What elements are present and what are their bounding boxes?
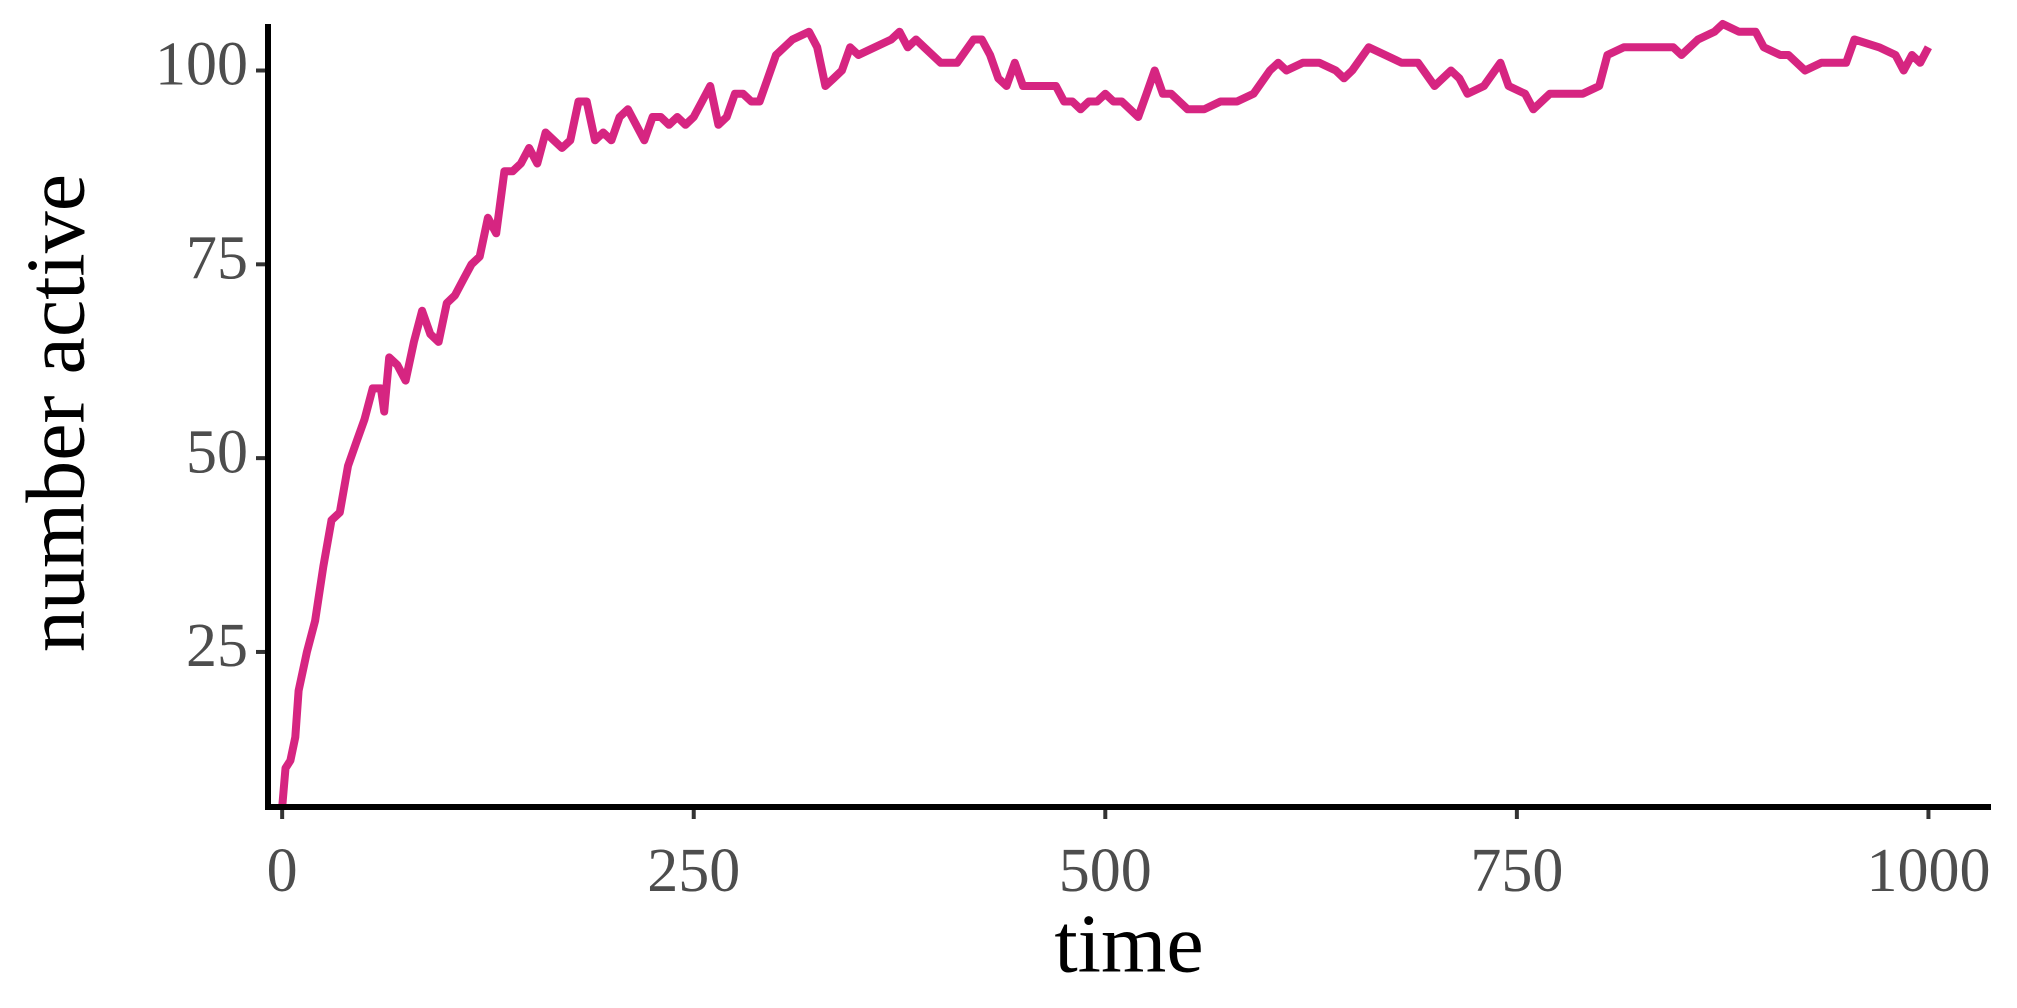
x-axis-title: time	[1054, 897, 1203, 990]
y-tick-label: 25	[186, 612, 248, 680]
y-tick-label: 100	[155, 31, 248, 99]
x-tick-label: 250	[647, 837, 740, 905]
data-line	[278, 20, 1932, 808]
x-tick-label: 1000	[1866, 837, 1990, 905]
y-axis-title: number active	[9, 174, 102, 652]
x-tick-label: 0	[267, 837, 298, 905]
y-tick-label: 75	[186, 225, 248, 293]
x-tick-label: 750	[1470, 837, 1563, 905]
x-tick-label: 500	[1059, 837, 1152, 905]
y-tick-label: 50	[186, 418, 248, 486]
